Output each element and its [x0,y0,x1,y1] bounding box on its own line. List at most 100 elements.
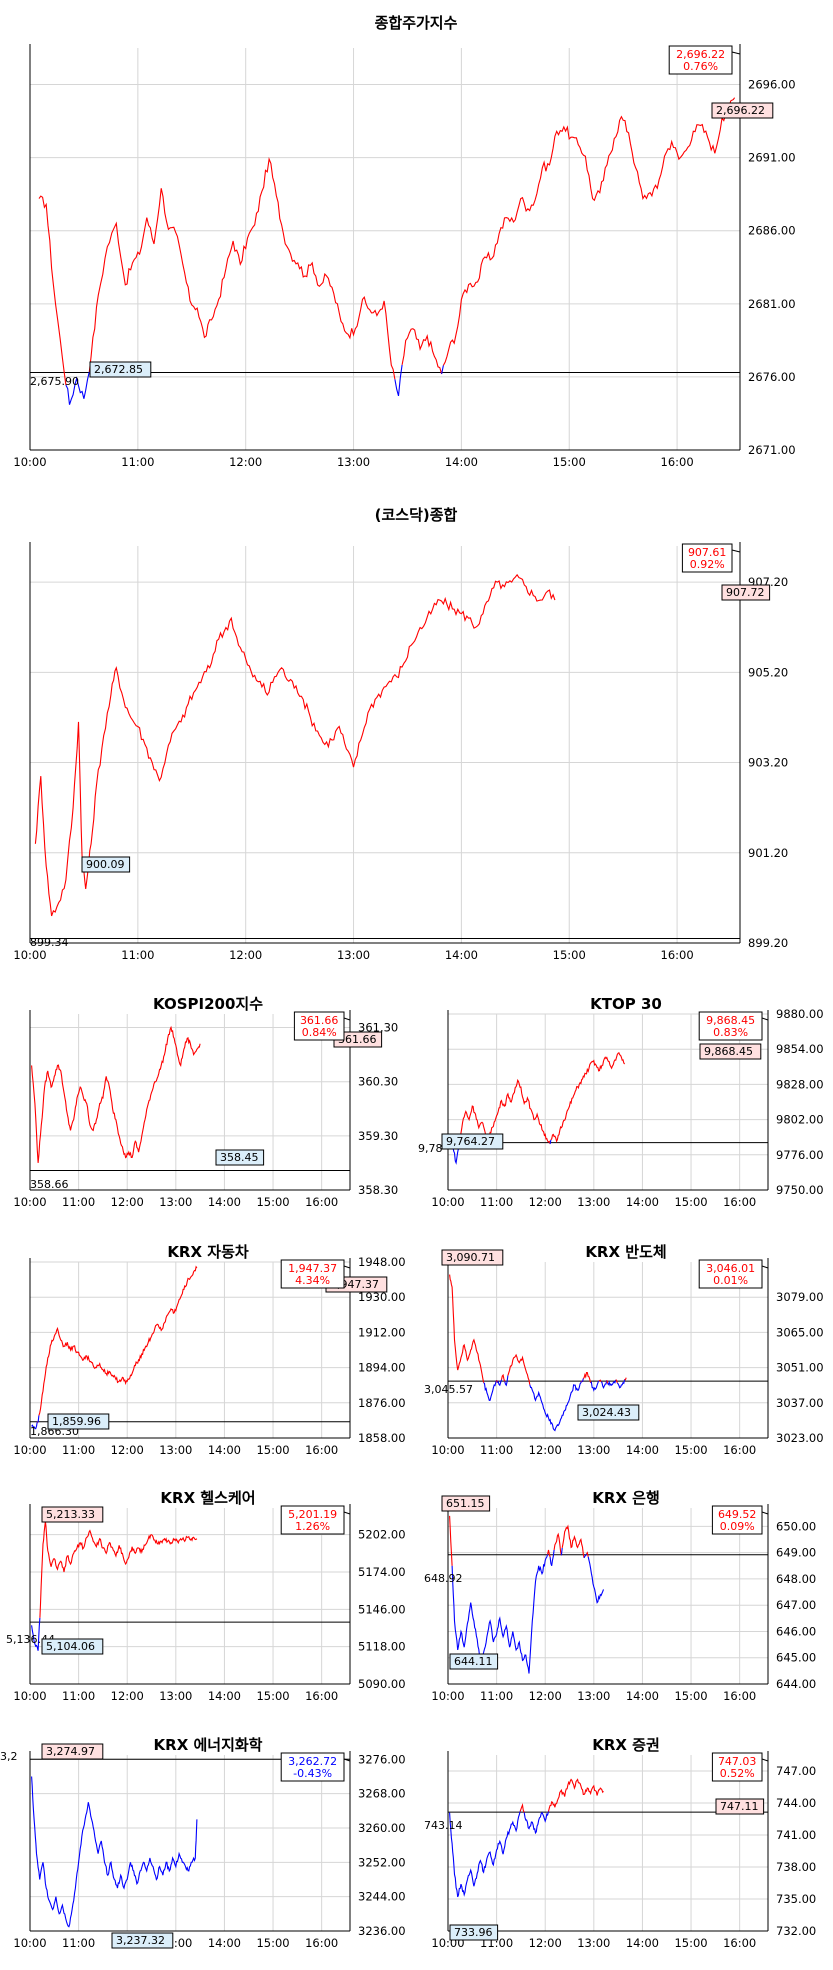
chart-title: KRX 증권 [592,1736,660,1754]
base-value-label: 3,2 [0,1750,18,1763]
callout-text: 358.45 [220,1151,259,1164]
y-tick-label: 5202.00 [358,1528,406,1542]
callout-text: 5,213.33 [46,1508,95,1521]
series-line [34,573,556,917]
callout-text: 9,764.27 [446,1135,495,1148]
series-line [31,1025,201,1163]
x-tick-label: 16:00 [723,1936,756,1950]
y-tick-label: 9802.00 [776,1113,824,1127]
y-tick-label: 360.30 [358,1075,398,1089]
series-line [582,1372,592,1383]
y-tick-label: 3065.00 [776,1325,824,1339]
chart-title: KRX 자동차 [167,1243,249,1261]
x-tick-label: 13:00 [159,1443,192,1457]
x-tick-label: 14:00 [208,1443,241,1457]
y-tick-label: 1858.00 [358,1431,406,1445]
x-tick-label: 16:00 [723,1689,756,1703]
y-tick-label: 2676.00 [748,370,796,384]
change-value: 649.52 [718,1508,757,1521]
y-tick-label: 2686.00 [748,224,796,238]
x-tick-label: 10:00 [431,1689,464,1703]
x-tick-label: 13:00 [337,948,370,962]
series-line [31,1421,38,1430]
series-line [441,365,444,375]
base-value-label: 358.66 [30,1178,69,1191]
x-tick-label: 10:00 [431,1195,464,1209]
y-tick-label: 650.00 [776,1519,816,1533]
x-tick-label: 11:00 [480,1443,513,1457]
x-tick-label: 13:00 [337,455,370,469]
series-line [615,1379,618,1383]
y-tick-label: 3268.00 [358,1787,406,1801]
callout-text: 9,868.45 [704,1045,753,1058]
change-box [293,1011,345,1041]
x-tick-label: 10:00 [13,948,46,962]
series-line [606,1380,609,1384]
change-percent: 0.01% [713,1274,748,1287]
x-tick-label: 16:00 [661,455,694,469]
callout-box [111,1932,174,1949]
series-line [519,1803,525,1813]
series-line [587,1556,605,1604]
x-tick-label: 14:00 [626,1689,659,1703]
series-line [624,1377,627,1381]
change-percent: 0.92% [690,558,725,571]
y-tick-label: 1948.00 [358,1255,406,1269]
series-line [31,1776,198,1928]
y-tick-label: 1912.00 [358,1325,406,1339]
y-tick-label: 644.00 [776,1677,816,1691]
change-pointer [761,1511,769,1515]
x-tick-label: 11:00 [62,1689,95,1703]
y-tick-label: 899.20 [748,936,788,950]
y-tick-label: 9776.00 [776,1148,824,1162]
change-value: 907.61 [688,546,727,559]
value-callout: 3,090.71 [441,1249,504,1266]
x-tick-label: 13:00 [577,1689,610,1703]
change-percent: 0.52% [720,1767,755,1780]
change-callout: 907.610.92% [681,543,741,573]
value-callout: 747.11 [715,1798,765,1815]
callout-box [449,1653,499,1670]
value-callout: 3,024.43 [577,1404,640,1421]
value-callout: 907.72 [721,584,771,601]
change-pointer [761,1265,769,1269]
change-value: 9,868.45 [706,1014,755,1027]
change-value: 2,696.22 [676,48,725,61]
y-tick-label: 903.20 [748,756,788,770]
x-tick-label: 11:00 [480,1689,513,1703]
value-callout: 733.96 [449,1924,499,1941]
x-tick-label: 11:00 [62,1195,95,1209]
change-callout: 361.660.84% [293,1011,351,1041]
callout-text: 644.11 [454,1655,493,1668]
x-tick-label: 15:00 [674,1936,707,1950]
x-tick-label: 14:00 [626,1936,659,1950]
value-callout: 644.11 [449,1653,499,1670]
series-line [451,1554,549,1674]
value-callout: 2,696.22 [711,102,774,119]
change-percent: 1.26% [295,1520,330,1533]
chart-krx-energy: KRX 에너지화학10:0011:0012:0013:0014:0015:001… [0,1731,415,1963]
x-tick-label: 12:00 [111,1195,144,1209]
callout-box [41,1638,104,1655]
x-tick-label: 12:00 [229,455,262,469]
chart-title: KTOP 30 [590,995,662,1013]
x-tick-label: 12:00 [529,1443,562,1457]
base-value-label: 743.14 [424,1819,463,1832]
callout-box [215,1149,265,1166]
y-tick-label: 5090.00 [358,1677,406,1691]
value-callout: 361.66 [333,1031,383,1048]
series-line [550,1051,626,1143]
chart-krx-auto: KRX 자동차 10:00 11:00 12:00 13:00 14:00 15:00 16:… [0,1238,415,1470]
y-tick-label: 359.30 [358,1129,398,1143]
change-percent: -0.43% [293,1767,332,1780]
change-callout: 1,947.374.34% [280,1259,351,1289]
change-callout: 747.030.52% [711,1752,769,1782]
change-pointer [731,51,741,55]
change-pointer [343,1758,351,1762]
value-callout: 651.15 [441,1495,491,1512]
change-percent: 0.84% [302,1026,337,1039]
value-callout: 9,868.45 [699,1043,762,1060]
change-percent: 0.76% [683,60,718,73]
chart-krx-health: KRX 헬스케어 10:00 11:00 12:00 13:00 14:00 15:00 16… [0,1484,415,1716]
chart-title: (코스닥)종합 [375,506,458,524]
